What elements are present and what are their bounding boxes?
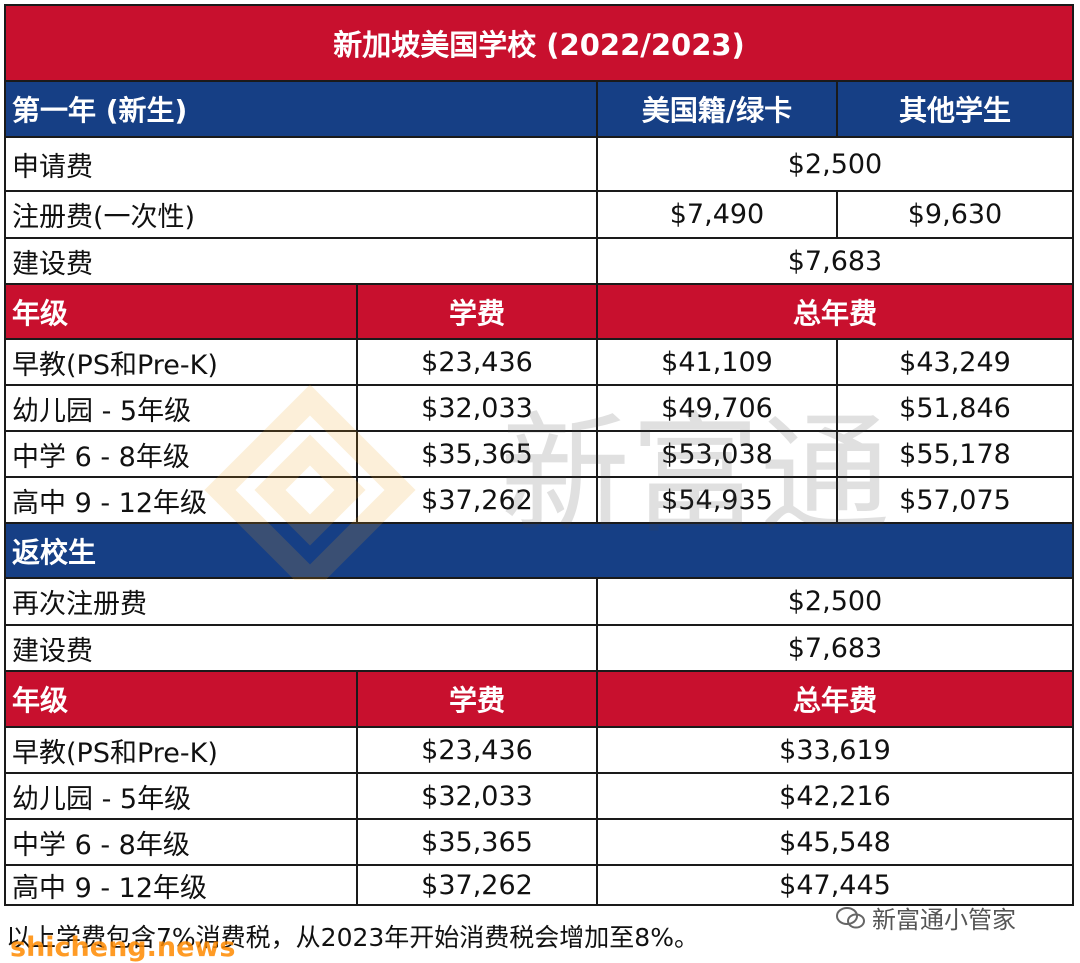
tuition-value: $23,436 — [356, 728, 596, 772]
total-us-value: $41,109 — [596, 340, 836, 384]
total-us-value: $53,038 — [596, 432, 836, 476]
account-stamp-label: 新富通小管家 — [872, 906, 1016, 934]
tuition-header: 学费 — [356, 672, 596, 726]
tuition-value: $32,033 — [356, 386, 596, 430]
reregistration-fee-label: 再次注册费 — [12, 589, 147, 620]
registration-fee-other: $9,630 — [836, 192, 1072, 237]
grade-header: 年级 — [12, 684, 69, 717]
tuition-value: $23,436 — [356, 340, 596, 384]
col-header-us: 美国籍/绿卡 — [596, 82, 836, 136]
first-year-header-row: 第一年 (新生) 美国籍/绿卡 其他学生 — [6, 82, 1072, 138]
tuition-value: $35,365 — [356, 432, 596, 476]
grade-name: 幼儿园 - 5年级 — [12, 783, 192, 815]
col-header-other: 其他学生 — [836, 82, 1072, 136]
table-row: 中学 6 - 8年级 $35,365 $53,038 $55,178 — [6, 432, 1072, 478]
account-stamp: 新富通小管家 — [836, 900, 1016, 935]
grade-name: 中学 6 - 8年级 — [12, 441, 190, 473]
total-us-value: $54,935 — [596, 478, 836, 522]
table-title-row: 新加坡美国学校 (2022/2023) — [6, 6, 1072, 82]
site-watermark: shicheng.news — [10, 932, 236, 963]
total-other-value: $55,178 — [836, 432, 1072, 476]
returning-building-fee-value: $7,683 — [596, 626, 1072, 670]
total-value: $33,619 — [596, 728, 1072, 772]
table-title: 新加坡美国学校 (2022/2023) — [333, 28, 745, 62]
tuition-header: 学费 — [356, 285, 596, 338]
wechat-icon — [836, 906, 865, 928]
first-year-grade-header-row: 年级 学费 总年费 — [6, 285, 1072, 340]
returning-building-fee-row: 建设费 $7,683 — [6, 626, 1072, 672]
table-row: 早教(PS和Pre-K) $23,436 $33,619 — [6, 728, 1072, 774]
registration-fee-label: 注册费(一次性) — [12, 202, 196, 233]
total-header: 总年费 — [596, 672, 1072, 726]
total-other-value: $43,249 — [836, 340, 1072, 384]
returning-building-fee-label: 建设费 — [12, 635, 93, 667]
grade-name: 早教(PS和Pre-K) — [12, 349, 218, 381]
tuition-value: $32,033 — [356, 774, 596, 818]
footer-note: 以上学费包含7%消费税，从2023年开始消费税会增加至8%。 — [6, 923, 699, 952]
total-other-value: $57,075 — [836, 478, 1072, 522]
total-header: 总年费 — [596, 285, 1072, 338]
application-fee-value: $2,500 — [596, 138, 1072, 190]
total-value: $45,548 — [596, 820, 1072, 864]
total-us-value: $49,706 — [596, 386, 836, 430]
grade-name: 高中 9 - 12年级 — [12, 487, 208, 519]
table-row: 幼儿园 - 5年级 $32,033 $42,216 — [6, 774, 1072, 820]
fee-table: 新加坡美国学校 (2022/2023) 第一年 (新生) 美国籍/绿卡 其他学生… — [4, 4, 1074, 906]
table-row: 幼儿园 - 5年级 $32,033 $49,706 $51,846 — [6, 386, 1072, 432]
total-value: $42,216 — [596, 774, 1072, 818]
building-fee-row: 建设费 $7,683 — [6, 239, 1072, 285]
returning-header-row: 返校生 — [6, 524, 1072, 579]
returning-header: 返校生 — [12, 535, 97, 569]
reregistration-fee-row: 再次注册费 $2,500 — [6, 579, 1072, 626]
total-other-value: $51,846 — [836, 386, 1072, 430]
grade-header: 年级 — [12, 296, 69, 330]
table-row: 高中 9 - 12年级 $37,262 $54,935 $57,075 — [6, 478, 1072, 524]
registration-fee-us: $7,490 — [596, 192, 836, 237]
tuition-value: $37,262 — [356, 866, 596, 904]
building-fee-label: 建设费 — [12, 248, 93, 280]
grade-name: 中学 6 - 8年级 — [12, 829, 190, 861]
application-fee-label: 申请费 — [12, 151, 93, 183]
grade-name: 高中 9 - 12年级 — [12, 872, 208, 904]
tuition-value: $35,365 — [356, 820, 596, 864]
grade-name: 幼儿园 - 5年级 — [12, 395, 192, 427]
building-fee-value: $7,683 — [596, 239, 1072, 283]
grade-name: 早教(PS和Pre-K) — [12, 737, 218, 769]
table-row: 早教(PS和Pre-K) $23,436 $41,109 $43,249 — [6, 340, 1072, 386]
registration-fee-row: 注册费(一次性) $7,490 $9,630 — [6, 192, 1072, 239]
returning-grade-header-row: 年级 学费 总年费 — [6, 672, 1072, 728]
application-fee-row: 申请费 $2,500 — [6, 138, 1072, 192]
table-row: 高中 9 - 12年级 $37,262 $47,445 — [6, 866, 1072, 904]
reregistration-fee-value: $2,500 — [596, 579, 1072, 624]
first-year-header: 第一年 (新生) — [12, 94, 188, 127]
total-value: $47,445 — [596, 866, 1072, 904]
table-row: 中学 6 - 8年级 $35,365 $45,548 — [6, 820, 1072, 866]
tuition-value: $37,262 — [356, 478, 596, 522]
